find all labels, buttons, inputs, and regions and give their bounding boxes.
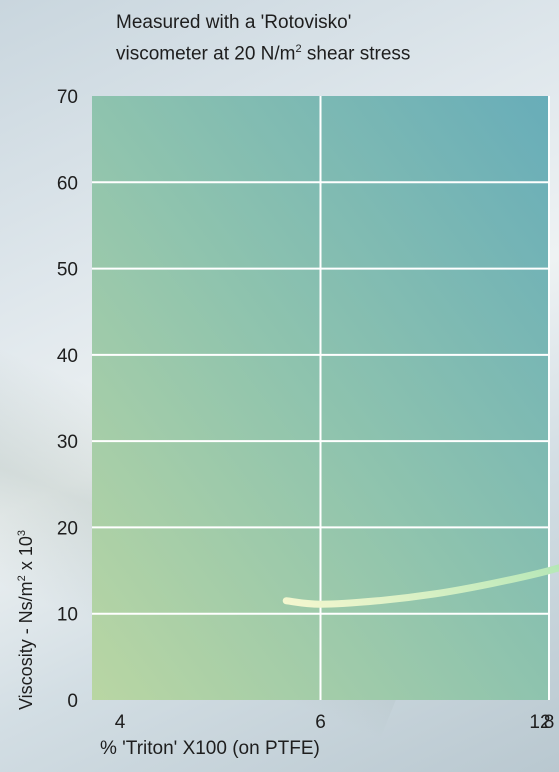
- title-superscript: 2: [295, 43, 302, 55]
- title-line-2-suffix: shear stress: [301, 43, 411, 65]
- x-tick-label: 12: [529, 712, 550, 733]
- y-axis-sup-1: 2: [16, 575, 28, 582]
- viscosity-curve: [282, 564, 559, 608]
- title-line-2: viscometer at 20 N/m2 shear stress: [116, 36, 410, 67]
- y-axis-title-text: Viscosity - Ns/m: [16, 581, 36, 710]
- y-tick-label: 50: [57, 260, 78, 281]
- x-tick-label: 8: [544, 712, 555, 733]
- y-tick-label: 70: [57, 87, 78, 108]
- title-line-2-text: viscometer at 20 N/m: [116, 43, 296, 65]
- y-tick-label: 20: [57, 518, 78, 539]
- y-tick-labels: 0 10 20 30 40 50 60 70: [57, 87, 78, 712]
- y-tick-label: 0: [67, 691, 78, 712]
- x-tick-label: 4: [115, 712, 126, 733]
- x-axis-title: % 'Triton' X100 (on PTFE): [100, 738, 320, 759]
- x-tick-labels: 4681012: [115, 712, 555, 733]
- y-tick-label: 10: [57, 605, 78, 626]
- y-tick-label: 40: [57, 346, 78, 367]
- y-axis-title: Viscosity - Ns/m2 x 103: [16, 410, 40, 710]
- title-line-1: Measured with a 'Rotovisko': [116, 12, 352, 33]
- x-tick-label: 6: [315, 712, 326, 733]
- chart-title: Measured with a 'Rotovisko' viscometer a…: [116, 10, 410, 67]
- y-axis-sup-2: 3: [16, 530, 28, 537]
- y-tick-label: 30: [57, 432, 78, 453]
- y-tick-label: 60: [57, 173, 78, 194]
- y-axis-title-mid: x 10: [16, 536, 36, 576]
- grid-lines: [92, 96, 550, 700]
